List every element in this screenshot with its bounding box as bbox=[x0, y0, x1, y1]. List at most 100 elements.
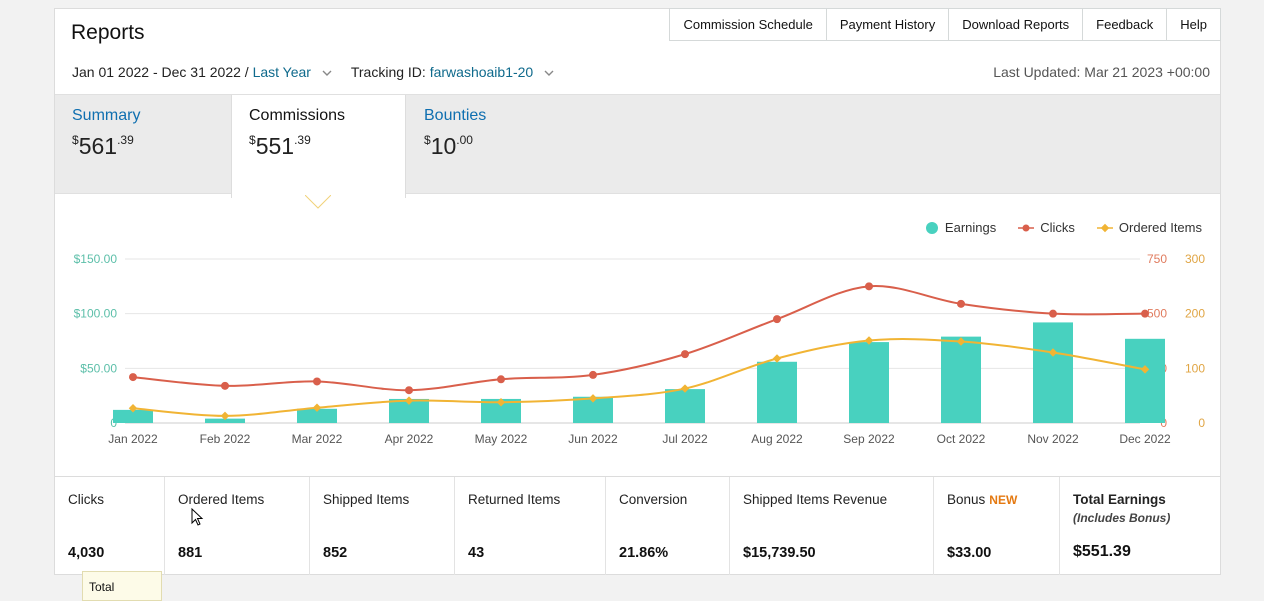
legend-clicks[interactable]: Clicks bbox=[1018, 220, 1075, 235]
earnings-bar bbox=[665, 389, 705, 423]
ordered-items-point bbox=[404, 396, 414, 405]
earnings-bar bbox=[1125, 338, 1165, 423]
tab-commissions-label: Commissions bbox=[249, 107, 346, 124]
help-button[interactable]: Help bbox=[1167, 8, 1221, 41]
clicks-point bbox=[589, 370, 597, 379]
ordered-items-point bbox=[128, 403, 138, 413]
stat-label: Shipped Items bbox=[323, 492, 410, 507]
stat-returned-items: Returned Items 43 bbox=[455, 477, 606, 575]
tab-summary-label: Summary bbox=[72, 107, 141, 124]
clicks-point bbox=[957, 299, 965, 308]
payment-history-button[interactable]: Payment History bbox=[826, 8, 950, 41]
ordered-items-point bbox=[1140, 365, 1150, 374]
reports-card: Reports Commission Schedule Payment Hist… bbox=[54, 8, 1221, 575]
earnings-bar bbox=[849, 342, 889, 423]
left-axis-tick-label: $100.00 bbox=[74, 307, 118, 321]
stat-label: Shipped Items Revenue bbox=[743, 492, 888, 507]
stat-value: 43 bbox=[468, 545, 485, 561]
legend-ordered-label: Ordered Items bbox=[1118, 220, 1202, 235]
stat-value: $33.00 bbox=[947, 545, 992, 561]
clicks-point bbox=[1141, 309, 1149, 318]
x-axis-tick-label: Jul 2022 bbox=[662, 432, 708, 446]
right-axis-ordered-tick-label: 0 bbox=[1198, 416, 1205, 430]
stat-bonus: Bonus NEW $33.00 bbox=[934, 477, 1060, 575]
clicks-line bbox=[132, 285, 1146, 392]
stat-total-earnings: Total Earnings (Includes Bonus) $551.39 bbox=[1060, 477, 1220, 575]
stat-conversion: Conversion 21.86% bbox=[606, 477, 730, 575]
tab-commissions[interactable]: Commissions $551.39 bbox=[231, 95, 406, 198]
right-axis-ordered-tick-label: 200 bbox=[1185, 307, 1205, 321]
tab-bounties[interactable]: Bounties $10.00 bbox=[407, 95, 587, 193]
stat-tooltip: Total bbox=[82, 571, 162, 601]
active-tab-pointer bbox=[305, 195, 331, 209]
chart-legend: Earnings Clicks Ordered Items bbox=[925, 220, 1202, 235]
download-reports-button[interactable]: Download Reports bbox=[949, 8, 1084, 41]
clicks-point bbox=[129, 373, 137, 382]
x-axis-tick-label: Sep 2022 bbox=[843, 432, 895, 446]
earnings-bar bbox=[297, 408, 337, 423]
stat-shipped-revenue: Shipped Items Revenue $15,739.50 bbox=[730, 477, 934, 575]
stat-label: Clicks bbox=[68, 492, 104, 507]
x-axis-tick-label: Apr 2022 bbox=[385, 432, 434, 446]
page-title: Reports bbox=[71, 21, 145, 44]
earnings-bar bbox=[1033, 322, 1073, 423]
x-axis-tick-label: Dec 2022 bbox=[1119, 432, 1171, 446]
clicks-line-icon bbox=[1018, 224, 1035, 231]
legend-earnings[interactable]: Earnings bbox=[925, 220, 996, 235]
legend-earnings-label: Earnings bbox=[944, 220, 997, 235]
feedback-button[interactable]: Feedback bbox=[1083, 8, 1168, 41]
clicks-point bbox=[681, 350, 689, 359]
earnings-bar bbox=[205, 418, 245, 423]
stat-label: Ordered Items bbox=[178, 492, 265, 507]
earnings-dot-icon bbox=[925, 221, 938, 234]
chevron-down-icon bbox=[544, 70, 554, 77]
tracking-id-dropdown[interactable]: farwashoaib1-20 bbox=[430, 64, 555, 80]
report-toolbar: Commission Schedule Payment History Down… bbox=[669, 8, 1221, 41]
x-axis-tick-label: Aug 2022 bbox=[751, 432, 803, 446]
stat-value: $15,739.50 bbox=[743, 545, 816, 561]
ordered-items-point bbox=[772, 354, 782, 363]
commission-schedule-button[interactable]: Commission Schedule bbox=[669, 8, 827, 41]
right-axis-ordered-tick-label: 300 bbox=[1185, 252, 1205, 266]
clicks-point bbox=[865, 282, 873, 291]
stat-label: Bonus NEW bbox=[947, 492, 1018, 507]
tracking-label: Tracking ID: bbox=[350, 64, 426, 80]
tab-summary[interactable]: Summary $561.39 bbox=[55, 95, 231, 193]
ordered-items-point bbox=[312, 403, 322, 412]
ordered-items-line bbox=[132, 338, 1146, 417]
tracking-id-value: farwashoaib1-20 bbox=[429, 64, 534, 80]
x-axis-tick-label: Jun 2022 bbox=[568, 432, 618, 446]
x-axis-tick-label: Feb 2022 bbox=[200, 432, 251, 446]
stat-value: $551.39 bbox=[1073, 543, 1131, 560]
ordered-items-point bbox=[680, 384, 690, 393]
period-dropdown[interactable]: Last Year bbox=[253, 64, 333, 80]
ordered-items-point bbox=[588, 394, 598, 403]
earnings-bar bbox=[941, 336, 981, 423]
right-axis-clicks-tick-label: 750 bbox=[1147, 252, 1167, 266]
stat-label: Returned Items bbox=[468, 492, 561, 507]
clicks-point bbox=[1049, 309, 1057, 318]
ordered-items-point bbox=[220, 411, 230, 421]
clicks-point bbox=[221, 381, 229, 390]
clicks-point bbox=[773, 315, 781, 324]
stat-clicks: Clicks 4,030 bbox=[55, 477, 165, 575]
earnings-bar bbox=[113, 409, 153, 423]
ordered-line-icon bbox=[1096, 223, 1113, 232]
stat-shipped-items: Shipped Items 852 bbox=[310, 477, 455, 575]
left-axis-tick-label: $150.00 bbox=[74, 252, 118, 266]
tab-summary-amount: $561.39 bbox=[72, 133, 134, 159]
ordered-items-point bbox=[864, 336, 874, 345]
mouse-cursor-icon bbox=[191, 508, 204, 526]
right-axis-ordered-tick-label: 100 bbox=[1185, 361, 1205, 375]
legend-ordered-items[interactable]: Ordered Items bbox=[1096, 220, 1202, 235]
date-range: Jan 01 2022 - Dec 31 2022 / bbox=[72, 64, 249, 80]
period-label: Last Year bbox=[252, 64, 311, 80]
filter-bar: Jan 01 2022 - Dec 31 2022 / Last Year Tr… bbox=[72, 64, 555, 80]
x-axis-tick-label: Oct 2022 bbox=[937, 432, 986, 446]
legend-clicks-label: Clicks bbox=[1040, 220, 1075, 235]
tab-commissions-amount: $551.39 bbox=[249, 133, 311, 159]
x-axis-tick-label: May 2022 bbox=[475, 432, 528, 446]
clicks-point bbox=[313, 377, 321, 386]
right-axis-clicks-tick-label: 500 bbox=[1147, 307, 1167, 321]
earnings-bar bbox=[757, 361, 797, 423]
